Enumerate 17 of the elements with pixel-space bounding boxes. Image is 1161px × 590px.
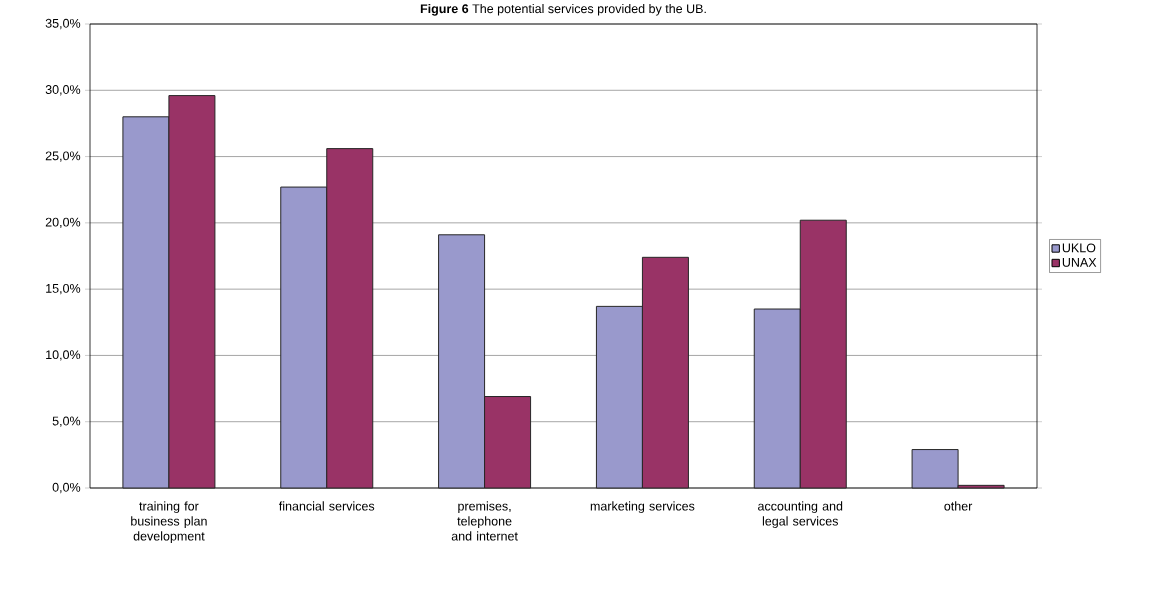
x-tick-label: financial services <box>278 501 375 511</box>
y-tick-label: 25,0% <box>45 151 81 162</box>
y-tick-label: 10,0% <box>46 350 81 361</box>
x-tick-label: training for business plan development <box>131 501 207 544</box>
y-tick-label: 20,0% <box>45 217 81 229</box>
x-tick-label: premises, telephone and internet <box>451 501 518 541</box>
y-tick-label: 30,0% <box>45 85 81 96</box>
legend-label: UNAX <box>1062 258 1097 267</box>
x-tick-label: marketing services <box>590 501 695 514</box>
y-tick-label: 35,0% <box>45 18 81 30</box>
chart-title: Figure 6 The potential services provided by the UB. <box>420 3 706 16</box>
legend-label: UKLO <box>1062 243 1096 253</box>
y-tick-label: 5,0% <box>52 416 81 427</box>
y-tick-label: 15,0% <box>46 283 81 295</box>
x-tick-label: other <box>944 501 973 511</box>
x-tick-label: accounting and legal services <box>758 501 843 529</box>
y-tick-label: 0,0% <box>52 482 81 494</box>
